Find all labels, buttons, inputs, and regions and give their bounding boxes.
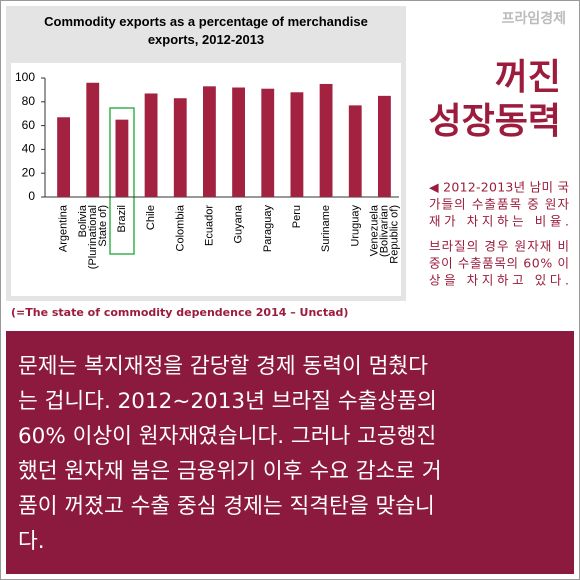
note-line: 가들의 수출품목 중 원자 [429,197,569,212]
note-line: ◀ 2012-2013년 남미 국 [429,180,569,195]
headline: 꺼진 [495,57,561,98]
body-line: 60% 이상이 원자재였습니다. 그러나 고공행진 [18,424,437,449]
bar [378,95,391,197]
x-tick-label: Peru [291,205,303,228]
y-tick-label: 100 [15,70,35,84]
bar [86,82,100,197]
bar [319,83,333,197]
x-tick-label: Chile [145,205,157,230]
note-line: 브라질의 경우 원자재 비 [429,239,569,254]
body-line: 는 겁니다. 2012~2013년 브라질 수출상품의 [18,389,437,414]
x-tick-label: Venezuela(BolivarianRepublic of) [368,204,400,264]
y-tick-label: 0 [28,189,35,203]
note-line: 재가 차지하는 비율. [429,214,569,229]
note-line: 상을 차지하고 있다. [429,273,569,288]
x-tick-label: Ecuador [203,205,215,246]
body-line: 다. [18,529,45,554]
source: (=The state of commodity dependence 2014… [11,306,348,319]
note-line: 중이 수출품목의 60% 이 [429,256,569,271]
bar [115,119,129,197]
x-tick-label: Suriname [320,205,332,252]
bar [232,87,245,197]
body-line: 문제는 복지재정을 감당할 경제 동력이 멈췄다 [18,354,428,379]
bar [261,88,275,197]
x-tick-label: Paraguay [262,205,274,253]
x-tick-label: Guyana [232,204,244,243]
x-tick-label: Uruguay [349,205,361,247]
chart: Commodity exports as a percentage of mer… [6,6,569,319]
body-line: 품이 꺼졌고 수출 중심 경제는 직격탄을 맞습니 [18,494,435,519]
x-tick-label: Argentina [57,204,69,252]
y-tick-label: 60 [22,118,36,132]
y-tick-label: 80 [22,94,36,108]
bar [173,98,187,197]
bar [348,105,362,197]
body-line: 했던 원자재 붐은 금융위기 이후 수요 감소로 거 [18,459,442,484]
x-tick-label: Bolivia(PlurinationalState of) [77,204,109,269]
x-tick-label: Brazil [116,205,128,233]
bar [144,93,158,197]
bar [203,86,216,197]
y-tick-label: 40 [22,142,36,156]
highlight-box [109,107,135,255]
brand: 프라임경제 [502,10,566,27]
chart-title: Commodity exports as a percentage of mer… [44,14,368,47]
y-tick-label: 20 [22,165,36,179]
x-tick-label: Colombia [174,204,186,251]
headline: 성장동력 [429,101,561,142]
bar [290,92,304,197]
bar [57,117,70,197]
